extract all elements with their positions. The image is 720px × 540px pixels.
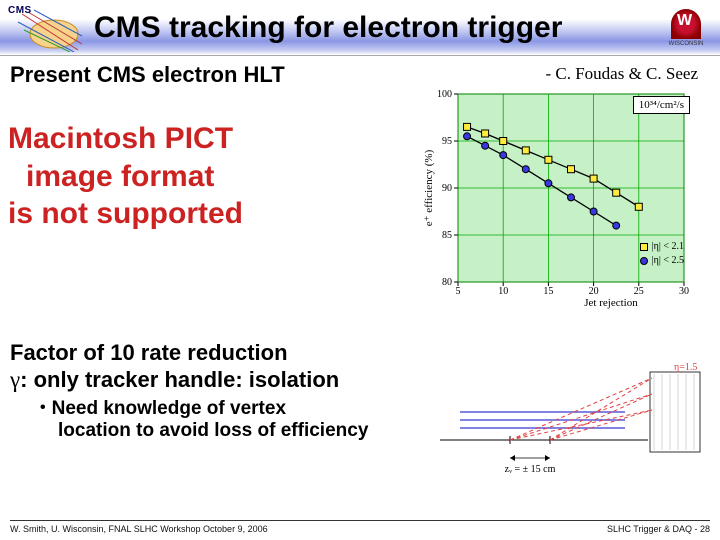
svg-text:100: 100: [437, 89, 452, 100]
svg-text:95: 95: [442, 136, 452, 147]
body-line2: γ: only tracker handle: isolation: [10, 366, 339, 393]
svg-text:85: 85: [442, 230, 452, 241]
bullet1a: Need knowledge of vertex: [52, 398, 286, 419]
credit-line: - C. Foudas & C. Seez: [545, 64, 698, 84]
pict-line1: Macintosh PICT: [8, 120, 358, 158]
svg-text:e⁺ efficiency (%): e⁺ efficiency (%): [423, 149, 435, 226]
legend-marker-square-icon: [640, 243, 648, 251]
legend-label-1: |η| < 2.5: [652, 254, 684, 268]
bullet1b: location to avoid loss of efficiency: [58, 420, 368, 441]
pict-placeholder: Macintosh PICT image format is not suppo…: [8, 120, 358, 233]
svg-text:80: 80: [442, 277, 452, 288]
body-line1: Factor of 10 rate reduction: [10, 340, 339, 366]
bullet-list: • Need knowledge of vertex location to av…: [40, 398, 368, 443]
svg-text:30: 30: [679, 286, 689, 297]
uw-logo: WISCONSIN: [658, 4, 714, 52]
svg-text:η=1.5: η=1.5: [674, 362, 697, 373]
pict-line3: is not supported: [8, 195, 358, 233]
efficiency-chart: 5 10 15 20 25 30 80 85 90 95 100 Jet rejection e⁺ ef…: [420, 88, 692, 310]
body-text: Factor of 10 rate reduction γ: only trac…: [10, 340, 339, 393]
subtitle-left: Present CMS electron HLT: [10, 62, 285, 88]
footer-right: SLHC Trigger & DAQ - 28: [607, 524, 710, 534]
svg-text:Jet rejection: Jet rejection: [584, 297, 638, 309]
lumi-legend: 10³⁴/cm²/s: [633, 96, 690, 114]
uw-label: WISCONSIN: [669, 41, 704, 47]
pict-line2: image format: [26, 158, 358, 196]
svg-text:25: 25: [634, 286, 644, 297]
title-bar: CMS CMS tracking for electron trigger WI…: [0, 0, 720, 56]
svg-text:20: 20: [589, 286, 599, 297]
slide-title: CMS tracking for electron trigger: [94, 11, 562, 45]
body-line2b: : only tracker handle: isolation: [20, 367, 339, 392]
svg-text:90: 90: [442, 183, 452, 194]
series-legend: |η| < 2.1 |η| < 2.5: [640, 240, 684, 268]
svg-text:10: 10: [498, 286, 508, 297]
footer: W. Smith, U. Wisconsin, FNAL SLHC Worksh…: [10, 520, 710, 534]
detector-diagram: zᵥ = ± 15 cm η=1.5: [430, 362, 706, 480]
svg-text:zᵥ = ± 15 cm: zᵥ = ± 15 cm: [505, 464, 556, 475]
gamma-symbol: γ: [10, 367, 20, 392]
legend-label-0: |η| < 2.1: [652, 240, 684, 254]
cms-logo: CMS: [4, 4, 84, 52]
legend-marker-circle-icon: [640, 257, 648, 265]
svg-text:15: 15: [543, 286, 553, 297]
cms-logo-label: CMS: [8, 5, 32, 16]
svg-text:5: 5: [456, 286, 461, 297]
bullet-icon: •: [40, 399, 46, 416]
footer-left: W. Smith, U. Wisconsin, FNAL SLHC Worksh…: [10, 524, 268, 534]
